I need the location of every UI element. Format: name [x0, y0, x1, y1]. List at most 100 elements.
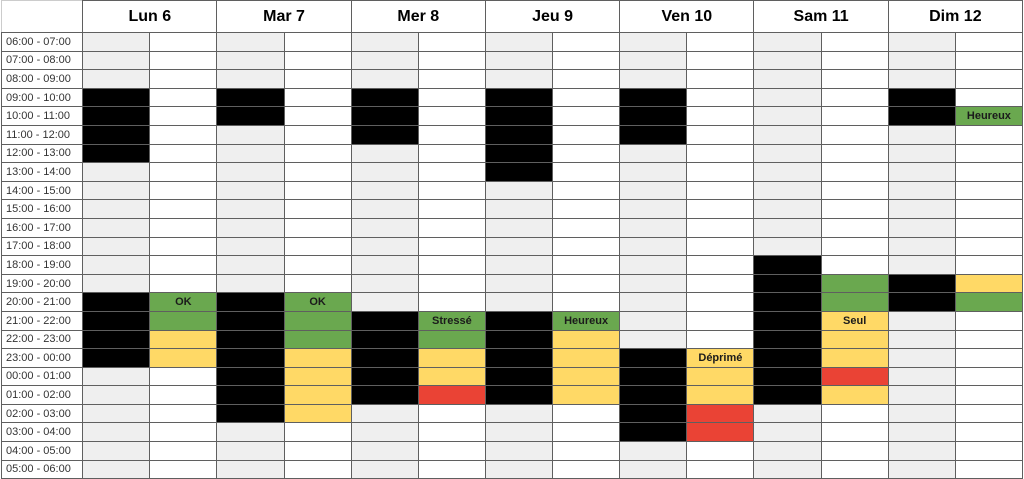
mood-cell[interactable]: [954, 273, 1024, 294]
empty-cell[interactable]: [686, 69, 755, 89]
sleep-cell[interactable]: [619, 106, 688, 126]
empty-cell[interactable]: [619, 273, 688, 294]
sleep-cell[interactable]: [216, 348, 285, 368]
empty-cell[interactable]: [552, 180, 621, 201]
sleep-cell[interactable]: [484, 385, 554, 405]
empty-cell[interactable]: [216, 124, 285, 145]
empty-cell[interactable]: [149, 217, 218, 238]
empty-cell[interactable]: [283, 87, 352, 108]
empty-cell[interactable]: [887, 310, 956, 331]
mood-cell[interactable]: [954, 292, 1024, 312]
empty-cell[interactable]: [417, 124, 486, 145]
sleep-cell[interactable]: [887, 87, 956, 108]
empty-cell[interactable]: [149, 459, 218, 479]
sleep-cell[interactable]: [887, 292, 956, 312]
mood-cell[interactable]: [686, 422, 755, 443]
mood-cell[interactable]: [417, 329, 486, 350]
empty-cell[interactable]: [82, 32, 151, 52]
empty-cell[interactable]: [216, 217, 285, 238]
empty-cell[interactable]: [484, 459, 554, 479]
empty-cell[interactable]: [686, 255, 755, 275]
empty-cell[interactable]: [820, 199, 889, 219]
sleep-cell[interactable]: [350, 366, 419, 387]
empty-cell[interactable]: [552, 403, 621, 424]
empty-cell[interactable]: [887, 236, 956, 257]
empty-cell[interactable]: [753, 50, 822, 71]
empty-cell[interactable]: [753, 143, 822, 164]
empty-cell[interactable]: [283, 422, 352, 443]
empty-cell[interactable]: [686, 236, 755, 257]
empty-cell[interactable]: [283, 441, 352, 461]
sleep-cell[interactable]: [82, 143, 151, 164]
empty-cell[interactable]: [954, 199, 1024, 219]
empty-cell[interactable]: [954, 366, 1024, 387]
empty-cell[interactable]: [216, 236, 285, 257]
empty-cell[interactable]: [619, 217, 688, 238]
empty-cell[interactable]: [484, 217, 554, 238]
empty-cell[interactable]: [753, 217, 822, 238]
empty-cell[interactable]: [417, 199, 486, 219]
empty-cell[interactable]: [82, 385, 151, 405]
sleep-cell[interactable]: [82, 124, 151, 145]
sleep-cell[interactable]: [484, 143, 554, 164]
empty-cell[interactable]: [216, 50, 285, 71]
empty-cell[interactable]: [417, 87, 486, 108]
empty-cell[interactable]: [216, 69, 285, 89]
mood-cell[interactable]: [686, 403, 755, 424]
empty-cell[interactable]: [350, 217, 419, 238]
sleep-cell[interactable]: [484, 106, 554, 126]
sleep-cell[interactable]: [82, 292, 151, 312]
sleep-cell[interactable]: [753, 292, 822, 312]
sleep-cell[interactable]: [82, 87, 151, 108]
empty-cell[interactable]: [619, 162, 688, 182]
empty-cell[interactable]: [350, 162, 419, 182]
mood-cell[interactable]: Déprimé: [686, 348, 755, 368]
sleep-cell[interactable]: [753, 348, 822, 368]
sleep-cell[interactable]: [619, 87, 688, 108]
empty-cell[interactable]: [552, 422, 621, 443]
mood-cell[interactable]: [820, 273, 889, 294]
empty-cell[interactable]: [552, 273, 621, 294]
empty-cell[interactable]: [283, 106, 352, 126]
mood-cell[interactable]: [283, 366, 352, 387]
empty-cell[interactable]: [417, 143, 486, 164]
empty-cell[interactable]: [887, 329, 956, 350]
empty-cell[interactable]: [484, 292, 554, 312]
empty-cell[interactable]: [149, 422, 218, 443]
sleep-cell[interactable]: [350, 385, 419, 405]
empty-cell[interactable]: [619, 292, 688, 312]
empty-cell[interactable]: [820, 441, 889, 461]
empty-cell[interactable]: [149, 69, 218, 89]
sleep-cell[interactable]: [216, 106, 285, 126]
empty-cell[interactable]: [552, 459, 621, 479]
empty-cell[interactable]: [283, 459, 352, 479]
empty-cell[interactable]: [887, 69, 956, 89]
empty-cell[interactable]: [149, 441, 218, 461]
empty-cell[interactable]: [417, 217, 486, 238]
mood-cell[interactable]: Heureux: [954, 106, 1024, 126]
empty-cell[interactable]: [82, 273, 151, 294]
mood-cell[interactable]: [820, 292, 889, 312]
empty-cell[interactable]: [82, 459, 151, 479]
sleep-cell[interactable]: [619, 385, 688, 405]
empty-cell[interactable]: [954, 180, 1024, 201]
sleep-cell[interactable]: [753, 273, 822, 294]
empty-cell[interactable]: [753, 199, 822, 219]
empty-cell[interactable]: [149, 199, 218, 219]
sleep-cell[interactable]: [350, 106, 419, 126]
empty-cell[interactable]: [552, 143, 621, 164]
empty-cell[interactable]: [283, 162, 352, 182]
empty-cell[interactable]: [552, 124, 621, 145]
sleep-cell[interactable]: [350, 348, 419, 368]
sleep-cell[interactable]: [484, 162, 554, 182]
empty-cell[interactable]: [283, 236, 352, 257]
empty-cell[interactable]: [820, 422, 889, 443]
empty-cell[interactable]: [686, 441, 755, 461]
empty-cell[interactable]: [619, 199, 688, 219]
empty-cell[interactable]: [82, 422, 151, 443]
empty-cell[interactable]: [216, 32, 285, 52]
empty-cell[interactable]: [149, 32, 218, 52]
empty-cell[interactable]: [820, 236, 889, 257]
sleep-cell[interactable]: [484, 366, 554, 387]
sleep-cell[interactable]: [82, 310, 151, 331]
